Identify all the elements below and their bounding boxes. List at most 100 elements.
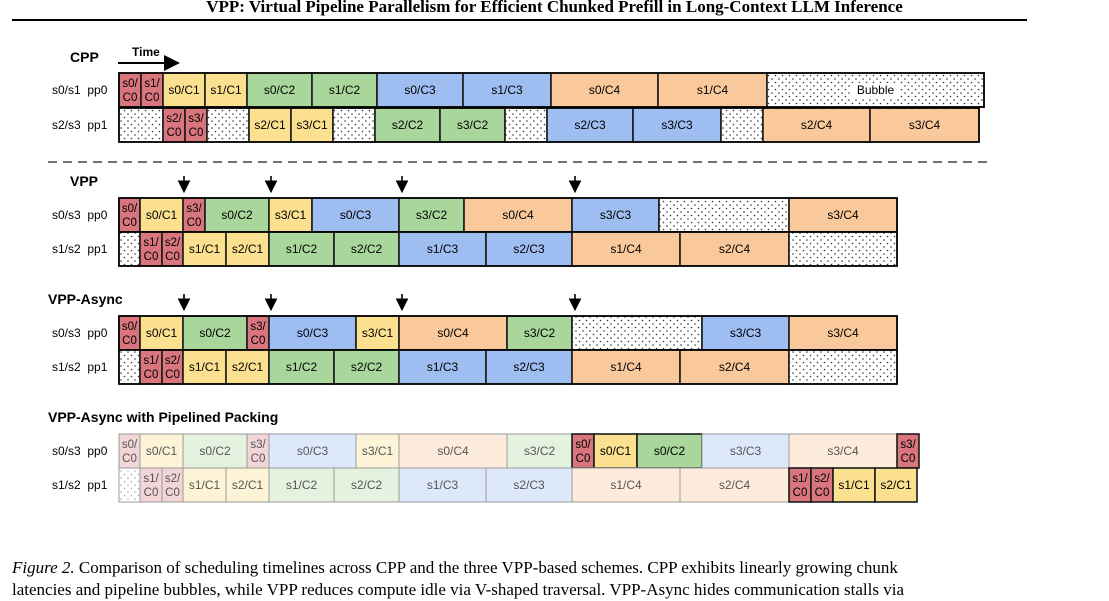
- chunk-label: s3/C3: [730, 326, 762, 340]
- chunk-label: s2/C3: [513, 478, 545, 492]
- chunk-label: s0/C2: [654, 444, 686, 458]
- chunk-block: s0/C2: [204, 197, 270, 233]
- chunk-block: s1/C0: [140, 72, 164, 108]
- chunk-block: s3/C2: [506, 433, 573, 469]
- chunk-label: s0/C4: [437, 444, 469, 458]
- caption-line-1: Comparison of scheduling timelines acros…: [74, 558, 898, 577]
- chunk-label: s1/C1: [189, 360, 221, 374]
- chunk-label: C0: [144, 251, 159, 263]
- chunk-block: s2/C4: [679, 467, 790, 503]
- chunk-label: s2/C1: [232, 360, 264, 374]
- chunk-label: s2/: [814, 473, 830, 485]
- chunk-label: C0: [187, 217, 202, 229]
- chunk-block: s0/C2: [246, 72, 313, 108]
- row-label: s0/s3 pp0: [52, 208, 108, 222]
- figure-caption: Figure 2. Comparison of scheduling timel…: [12, 557, 1102, 601]
- chunk-label: s2/C3: [574, 118, 606, 132]
- chunk-label: C0: [167, 127, 182, 139]
- chunk-label: s2/C3: [513, 360, 545, 374]
- chunk-label: s2/: [165, 355, 181, 367]
- panel-title-vpp-async: VPP-Async: [48, 291, 123, 307]
- chunk-label: C0: [576, 453, 591, 465]
- chunk-block: s2/C0: [161, 231, 184, 267]
- chunk-label: s0/C4: [589, 83, 621, 97]
- chunk-block: s2/C1: [874, 467, 918, 503]
- chunk-label: s0/C4: [502, 208, 534, 222]
- chunk-label: s2/C4: [801, 118, 833, 132]
- chunk-label: s3/C1: [275, 208, 307, 222]
- chunk-label: s0/C3: [297, 326, 329, 340]
- chunk-label: s3/C4: [827, 208, 859, 222]
- chunk-label: s3/C2: [457, 118, 489, 132]
- chunk-block: s1/C2: [268, 231, 335, 267]
- chunk-label: s0/C2: [199, 326, 231, 340]
- chunk-block: s0/C4: [550, 72, 659, 108]
- chunk-label: s1/C2: [286, 360, 318, 374]
- chunk-label: s0/: [122, 78, 138, 90]
- chunk-block: s1/C1: [182, 231, 227, 267]
- row-label: s1/s2 pp1: [52, 242, 108, 256]
- row-frame: [118, 72, 985, 108]
- chunk-label: s0/C1: [600, 444, 632, 458]
- chunk-block: s1/C2: [311, 72, 378, 108]
- chunk-block: s2/C4: [762, 107, 871, 143]
- chunk-label: s0/C1: [168, 83, 200, 97]
- chunk-block: s3/C3: [701, 315, 790, 351]
- step-markers-vpp-async: [177, 294, 582, 312]
- bubble-block: [788, 231, 898, 267]
- chunk-block: s3/C0: [182, 197, 206, 233]
- chunk-label: s3/C1: [362, 444, 394, 458]
- chunk-block: s3/C0: [246, 433, 270, 469]
- chunk-block: s3/C1: [355, 315, 400, 351]
- chunk-block: s0/C4: [398, 433, 508, 469]
- chunk-block: s1/C2: [268, 349, 335, 385]
- chunk-label: s2/C2: [351, 242, 383, 256]
- chunk-block: s0/C1: [162, 72, 206, 108]
- chunk-block: s2/C2: [333, 467, 400, 503]
- chunk-block: s1/C1: [204, 72, 248, 108]
- chunk-block: s3/C2: [439, 107, 506, 143]
- chunk-block: s3/C0: [246, 315, 270, 351]
- chunk-label: s0/: [122, 203, 138, 215]
- chunk-label: s2/C3: [513, 242, 545, 256]
- chunk-label: s1/C1: [210, 83, 242, 97]
- chunk-label: s0/C1: [146, 444, 178, 458]
- chunk-block: s0/C1: [139, 197, 184, 233]
- chunk-label: s0/: [575, 439, 591, 451]
- chunk-label: s2/C4: [719, 360, 751, 374]
- row-label: s0/s3 pp0: [52, 444, 108, 458]
- chunk-block: s3/C2: [506, 315, 573, 351]
- chunk-label: s2/C1: [254, 118, 286, 132]
- chunk-block: s3/C1: [290, 107, 334, 143]
- chunk-label: C0: [793, 487, 808, 499]
- chunk-label: C0: [144, 369, 159, 381]
- chunk-block: s0/C1: [139, 433, 184, 469]
- chunk-label: s0/C4: [437, 326, 469, 340]
- chunk-block: s1/C3: [398, 231, 487, 267]
- chunk-block: s3/C4: [788, 433, 898, 469]
- chunk-label: C0: [145, 92, 160, 104]
- chunk-label: s3/C2: [524, 444, 556, 458]
- chunk-block: s1/C3: [398, 467, 487, 503]
- chunk-block: s2/C0: [162, 107, 186, 143]
- chunk-label: C0: [144, 487, 159, 499]
- chunk-block: s3/C1: [268, 197, 313, 233]
- chunk-block: s1/C0: [139, 231, 163, 267]
- row-label: s0/s1 pp0: [52, 83, 108, 97]
- panel-title-vpp: VPP: [70, 173, 98, 189]
- chunk-label: s1/C2: [286, 478, 318, 492]
- chunk-block: s2/C1: [225, 231, 270, 267]
- chunk-label: s2/C1: [232, 242, 264, 256]
- chunk-label: s1/: [143, 355, 159, 367]
- chunk-block: s0/C0: [118, 433, 141, 469]
- chunk-label: C0: [189, 127, 204, 139]
- chunk-block: s2/C1: [225, 349, 270, 385]
- chunk-block: s0/C2: [182, 433, 248, 469]
- chunk-block: s1/C1: [182, 349, 227, 385]
- chunk-label: s3/C1: [296, 118, 328, 132]
- chunk-block: s0/C3: [311, 197, 400, 233]
- chunk-label: C0: [122, 453, 137, 465]
- chunk-label: s0/: [122, 321, 138, 333]
- chunk-label: C0: [251, 335, 266, 347]
- step-markers-vpp: [177, 176, 582, 194]
